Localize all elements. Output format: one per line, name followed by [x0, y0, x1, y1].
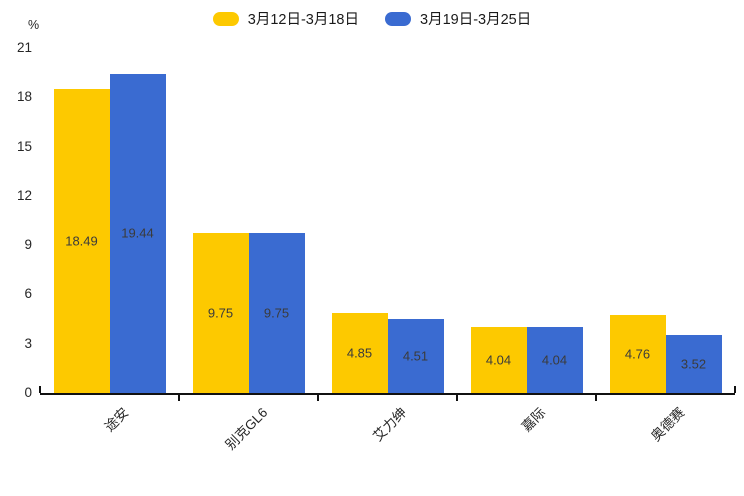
legend-swatch-icon: [212, 11, 239, 26]
bar-value-label: 3.52: [680, 356, 707, 372]
x-axis-category-label: 艾力绅: [369, 404, 409, 445]
x-axis-tick: [178, 395, 180, 401]
legend-item-series-2[interactable]: 3月19日-3月25日: [385, 8, 531, 29]
legend-item-series-1[interactable]: 3月12日-3月18日: [212, 8, 359, 29]
bar-艾力绅-series-1[interactable]: 4.85: [331, 313, 388, 393]
y-axis-tick-label: 6: [24, 286, 32, 302]
bar-别克GL6-series-1[interactable]: 9.75: [192, 232, 249, 393]
x-axis-endcap: [734, 386, 736, 393]
bar-value-label: 4.85: [346, 345, 373, 361]
y-axis-tick-label: 15: [16, 138, 32, 154]
x-axis-tick: [595, 395, 597, 401]
bar-艾力绅-series-2[interactable]: 4.51: [387, 318, 444, 393]
bar-奥德赛-series-1[interactable]: 4.76: [609, 314, 666, 393]
bar-value-label: 19.44: [121, 225, 154, 241]
x-axis-category-label: 途安: [101, 404, 131, 435]
bar-嘉际-series-1[interactable]: 4.04: [470, 326, 527, 393]
x-axis-line: [40, 393, 735, 395]
x-axis-endcap: [39, 386, 41, 393]
bar-途安-series-2[interactable]: 19.44: [109, 73, 166, 393]
y-axis-tick-label: 9: [24, 237, 32, 253]
y-axis-tick-label: 12: [16, 187, 32, 203]
bar-奥德赛-series-2[interactable]: 3.52: [665, 335, 722, 393]
bar-value-label: 9.75: [263, 305, 290, 321]
bar-value-label: 4.51: [402, 348, 429, 364]
chart-legend: 3月12日-3月18日 3月19日-3月25日: [0, 8, 744, 29]
legend-label: 3月19日-3月25日: [420, 12, 532, 28]
x-axis-category-label: 别克GL6: [222, 404, 270, 453]
bar-嘉际-series-2[interactable]: 4.04: [526, 326, 583, 393]
y-axis-tick-label: 3: [24, 335, 32, 351]
bar-途安-series-1[interactable]: 18.49: [53, 89, 110, 393]
x-axis-category-label: 奥德赛: [647, 404, 687, 445]
bar-value-label: 18.49: [65, 233, 98, 249]
legend-swatch-icon: [385, 11, 411, 26]
y-axis-tick-label: 21: [16, 40, 32, 55]
bar-value-label: 4.04: [541, 352, 568, 368]
x-axis-tick: [456, 395, 458, 401]
bar-value-label: 4.04: [485, 352, 512, 368]
bar-value-label: 4.76: [624, 346, 651, 362]
x-axis-category-label: 嘉际: [518, 404, 548, 435]
bar-别克GL6-series-2[interactable]: 9.75: [248, 232, 305, 393]
legend-label: 3月12日-3月18日: [247, 12, 359, 28]
y-axis-tick-label: 0: [24, 385, 32, 400]
x-axis-tick: [317, 395, 319, 401]
y-axis-tick-label: 18: [16, 89, 32, 105]
bar-value-label: 9.75: [207, 305, 234, 321]
y-axis-unit-label: %: [28, 18, 40, 32]
